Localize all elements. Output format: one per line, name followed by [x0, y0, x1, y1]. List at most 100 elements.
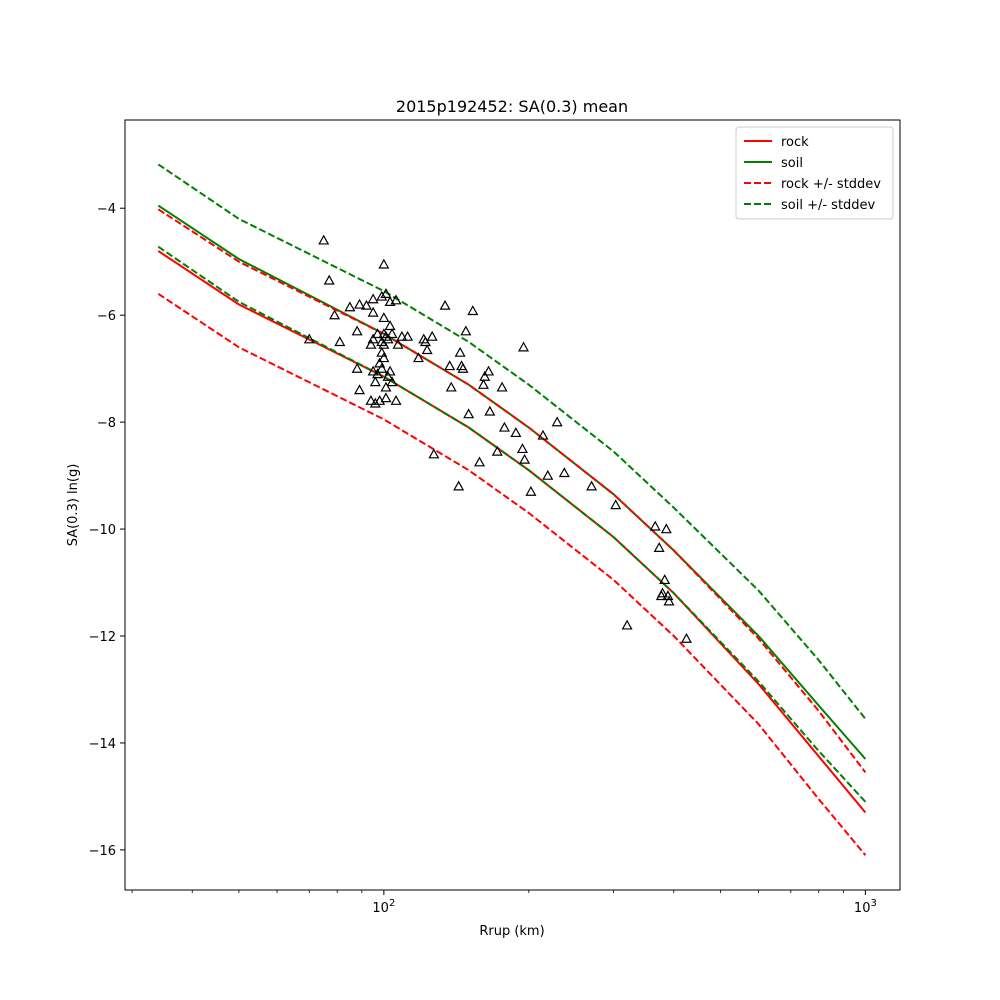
observation-marker — [621, 619, 633, 630]
observation-marker — [518, 341, 530, 352]
observation-marker — [474, 456, 486, 467]
y-axis-ticks: −16 −14 −12 −10 −8 −6 −4 — [89, 202, 125, 859]
observation-marker — [323, 274, 335, 285]
model-curves — [157, 163, 867, 856]
observation-marker — [382, 370, 394, 381]
observation-marker — [376, 362, 388, 373]
observation-marker — [653, 542, 665, 552]
observation-marker — [457, 362, 469, 373]
observation-marker — [384, 320, 396, 331]
observation-marker — [367, 333, 379, 344]
observation-marker — [367, 293, 379, 304]
observation-marker — [402, 330, 414, 341]
observation-marker — [353, 298, 366, 309]
legend-label: rock — [781, 135, 809, 150]
observation-marker — [378, 338, 390, 349]
observation-marker — [334, 336, 346, 347]
observation-marker — [460, 325, 472, 336]
x-tick-label: 103 — [854, 898, 877, 916]
observation-marker — [360, 299, 372, 310]
observation-marker — [390, 394, 402, 405]
y-axis-label: SA(0.3) ln(g) — [66, 464, 81, 547]
observation-marker — [519, 453, 531, 464]
observation-marker — [303, 333, 315, 344]
series-line-2 — [157, 208, 867, 774]
y-tick-label: −10 — [89, 523, 116, 538]
observation-marker — [353, 384, 366, 395]
observation-marker — [542, 469, 554, 480]
series-line-5 — [157, 245, 867, 803]
observation-marker — [491, 445, 503, 456]
observation-marker — [421, 344, 433, 355]
observation-marker — [384, 365, 396, 376]
observation-marker — [329, 309, 341, 320]
observation-marker — [371, 328, 384, 339]
observation-marker — [369, 376, 381, 387]
observation-marker — [525, 485, 537, 496]
y-tick-label: −4 — [97, 202, 116, 217]
series-line-4 — [157, 163, 867, 720]
observation-marker — [367, 306, 379, 317]
observation-marker — [479, 370, 491, 381]
observation-marker — [467, 305, 479, 316]
observation-marker — [659, 574, 671, 585]
observation-marker — [378, 312, 390, 323]
observation-marker — [382, 333, 394, 344]
observation-marker — [610, 499, 622, 510]
observation-marker — [463, 408, 475, 419]
observation-marker — [371, 368, 384, 379]
observation-marker — [376, 290, 388, 301]
observation-marker — [378, 258, 390, 269]
observation-marker — [445, 381, 457, 392]
observation-marker — [390, 294, 402, 305]
y-tick-label: −6 — [97, 309, 116, 324]
observation-marker — [537, 429, 549, 440]
observation-marker — [483, 365, 495, 376]
observation-marker — [477, 378, 489, 389]
observation-marker — [454, 346, 466, 357]
legend-box — [735, 126, 894, 220]
observation-marker — [351, 362, 363, 373]
observation-marker — [663, 595, 675, 606]
plot-area-frame — [124, 119, 901, 891]
observation-marker — [378, 352, 390, 363]
y-tick-label: −14 — [89, 737, 116, 752]
observation-marker — [318, 234, 330, 245]
observation-marker — [680, 632, 692, 643]
observation-marker — [426, 330, 438, 341]
observation-marker — [444, 360, 456, 371]
y-tick-label: −8 — [97, 416, 116, 431]
x-axis-label: Rrup (km) — [479, 924, 544, 939]
observation-marker — [660, 523, 672, 534]
observation-marker — [386, 328, 398, 339]
observation-marker — [419, 336, 431, 347]
observation-marker — [380, 392, 392, 403]
observation-marker — [412, 352, 424, 363]
legend-label: soil +/- stddev — [781, 198, 876, 213]
y-tick-label: −12 — [89, 630, 116, 645]
observation-marker — [380, 381, 392, 392]
observation-marker — [380, 288, 392, 298]
observation-marker — [656, 587, 669, 598]
chart-legend: rock soil rock +/- stddev soil +/- stddev — [735, 126, 894, 220]
observation-marker — [586, 480, 598, 491]
chart-title: 2015p192452: SA(0.3) mean — [396, 97, 628, 116]
y-tick-label: −16 — [89, 844, 116, 859]
observation-marker — [386, 376, 398, 387]
observation-marker — [365, 338, 377, 349]
observation-marker — [392, 338, 404, 349]
series-line-0 — [157, 250, 867, 814]
observation-marker — [439, 299, 451, 310]
observation-marker — [351, 325, 363, 336]
series-line-3 — [157, 292, 867, 856]
observation-marker — [428, 448, 440, 459]
observation-marker — [551, 416, 563, 427]
observation-marker — [496, 381, 508, 392]
observation-marker — [453, 480, 465, 491]
legend-label: rock +/- stddev — [781, 177, 881, 192]
observation-marker — [510, 427, 522, 438]
observation-marker — [558, 467, 570, 478]
x-tick-label: 102 — [372, 898, 395, 916]
observation-markers — [303, 234, 692, 643]
